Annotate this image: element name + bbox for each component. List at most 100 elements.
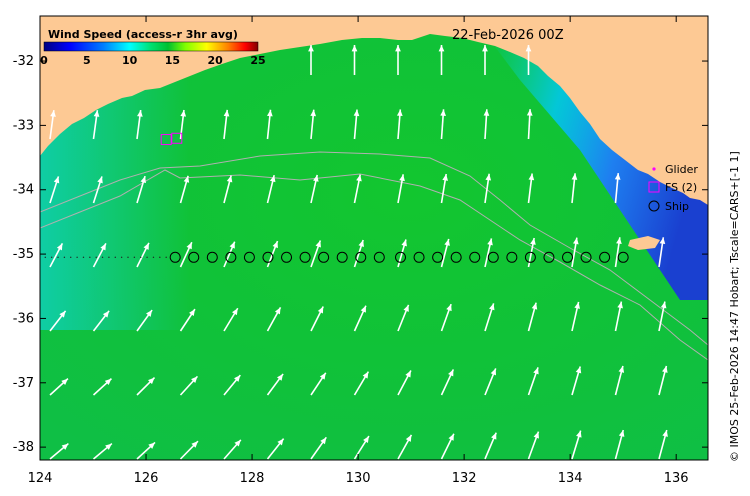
y-tick-label: -37: [13, 376, 34, 391]
wind-arrow: [310, 174, 319, 204]
colorbar-title: Wind Speed (access-r 3hr avg): [48, 28, 238, 41]
wind-arrow: [49, 442, 69, 460]
wind-arrow: [527, 431, 540, 460]
ship-track-layer: [44, 251, 629, 263]
wind-arrow: [223, 439, 242, 460]
latitude-axis: -32 -33 -34 -35 -36 -37 -38: [13, 54, 708, 455]
x-tick-label: 132: [452, 471, 477, 486]
wind-arrow: [397, 370, 412, 396]
wind-arrow: [223, 374, 241, 396]
ship-track-dot: [57, 256, 59, 259]
wind-arrow: [136, 175, 146, 204]
wind-arrow: [571, 430, 582, 460]
wind-arrow: [266, 109, 273, 140]
ship-track-dot: [76, 256, 78, 259]
x-tick-label: 130: [346, 471, 371, 486]
glider-marker-icon: [652, 167, 656, 171]
fs-position-marker: [160, 134, 172, 146]
y-tick-label: -36: [13, 311, 34, 326]
ship-position-marker: [373, 251, 385, 263]
ship-position-marker: [599, 251, 611, 263]
wind-arrow: [395, 45, 401, 75]
ship-track-dot: [108, 256, 110, 259]
wind-arrow: [397, 434, 413, 460]
shelf-contour-outer: [40, 169, 708, 361]
wind-arrow: [484, 303, 495, 332]
wind-arrow: [136, 441, 156, 460]
ship-track-dot: [127, 256, 129, 259]
wind-arrow: [92, 176, 103, 204]
ship-track-dot: [44, 256, 47, 259]
y-tick-label: -33: [13, 118, 34, 133]
longitude-axis: 124 126 128 130 132 134 136: [28, 16, 689, 486]
map-plot-area: [40, 16, 708, 460]
wind-arrow: [614, 429, 625, 460]
wind-arrow: [266, 438, 285, 460]
ship-track-dot: [82, 256, 85, 259]
wind-arrow: [179, 109, 187, 140]
kangaroo-island: [628, 236, 660, 250]
ship-position-marker: [318, 251, 330, 263]
colorbar-tick-label: 10: [122, 54, 138, 67]
ship-track-dot: [165, 256, 167, 259]
wind-arrow: [136, 377, 156, 396]
ship-position-marker: [506, 251, 518, 263]
ship-track-dot: [50, 256, 53, 259]
wind-arrow: [353, 174, 362, 204]
wind-arrow: [266, 373, 284, 396]
land-mass: [40, 16, 708, 205]
wind-arrow: [92, 242, 107, 268]
wind-arrow: [49, 310, 67, 332]
map-date: 22-Feb-2026 00Z: [452, 28, 564, 43]
ship-track-dot: [114, 256, 116, 259]
fs-marker-layer: [160, 132, 183, 146]
ship-position-marker: [281, 251, 293, 263]
wind-arrow: [353, 435, 370, 460]
ship-position-marker: [395, 251, 407, 263]
wind-arrow: [49, 378, 69, 396]
colorbar-gradient: [43, 41, 259, 52]
ship-position-marker: [524, 251, 536, 263]
wind-arrow: [266, 175, 276, 204]
ship-position-marker: [469, 251, 481, 263]
wind-arrow: [92, 310, 110, 332]
ship-track-dot: [120, 256, 123, 259]
ship-track-dot: [133, 256, 136, 259]
wind-arrow: [49, 242, 64, 268]
wind-arrow: [658, 237, 666, 268]
wind-arrow: [179, 175, 190, 204]
ship-track-dot: [140, 256, 142, 259]
wind-arrow: [440, 303, 452, 332]
shelf-contour-inner: [40, 151, 708, 346]
colorbar-ticks: 0 5 10 15 20 25: [40, 54, 265, 67]
wind-arrow: [527, 173, 535, 204]
wind-arrow: [440, 433, 455, 460]
wind-arrow: [310, 240, 322, 268]
wind-arrow: [440, 369, 455, 396]
wind-arrow: [92, 110, 100, 140]
ship-position-marker: [206, 251, 218, 263]
ship-position-marker: [562, 251, 574, 263]
wind-arrow: [571, 237, 579, 268]
wind-arrow: [397, 304, 410, 332]
x-tick-label: 124: [28, 471, 53, 486]
ship-position-marker: [432, 251, 444, 263]
ship-track-dot: [70, 256, 72, 259]
wind-arrow: [440, 238, 450, 268]
wind-arrow: [571, 173, 578, 204]
wind-arrow: [353, 305, 367, 332]
wind-arrow: [440, 109, 446, 140]
ship-position-marker: [487, 251, 499, 263]
wind-arrow: [92, 442, 113, 460]
wind-arrow: [527, 367, 539, 396]
wind-arrow: [397, 174, 405, 204]
ship-marker-icon: [648, 200, 660, 212]
colorbar-tick-label: 25: [250, 54, 265, 67]
wind-arrow: [440, 173, 448, 204]
colorbar-tick-label: 15: [165, 54, 180, 67]
wind-arrow: [49, 110, 56, 140]
wind-arrow: [658, 365, 668, 396]
fs-marker-icon: [648, 181, 660, 193]
ship-position-marker: [336, 251, 348, 263]
